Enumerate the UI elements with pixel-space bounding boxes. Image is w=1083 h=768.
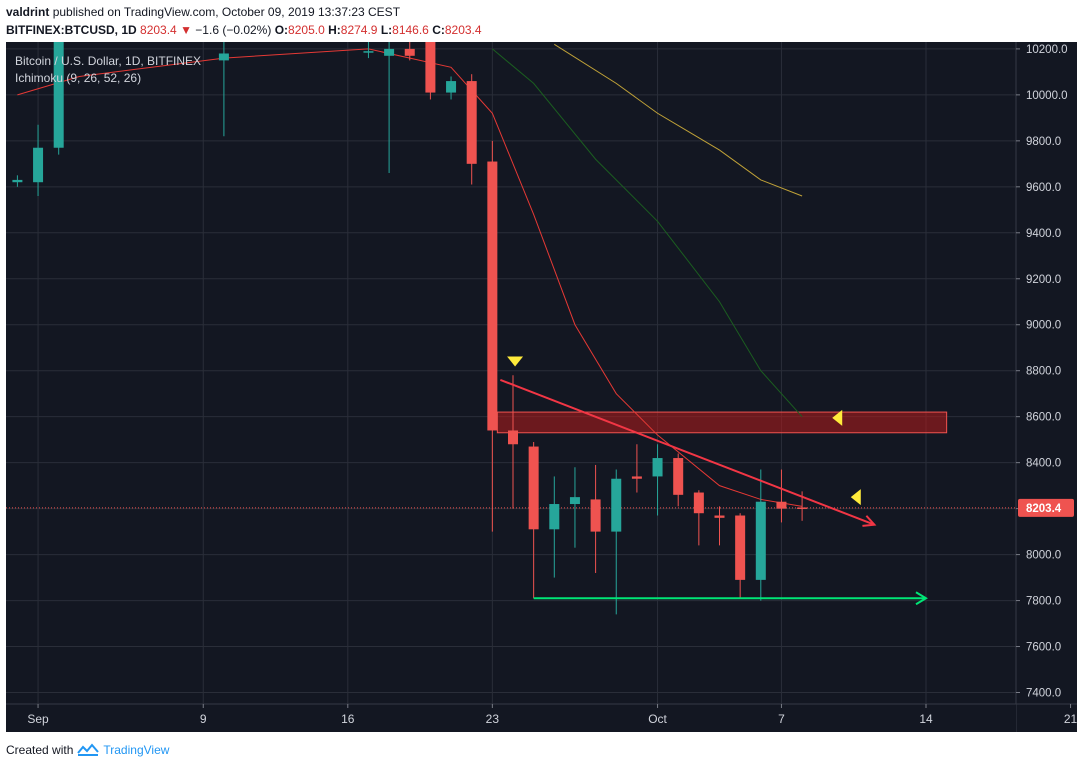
high-value: 8274.9 [340, 23, 378, 37]
high-label: H: [328, 23, 341, 37]
candle-up [611, 478, 622, 532]
descending-trendline [499, 378, 875, 526]
author-name[interactable]: valdrint [6, 5, 50, 19]
last-price-badge [1018, 498, 1074, 517]
chart-canvas[interactable]: 7400.07600.07800.08000.08200.08400.08600… [6, 42, 1077, 732]
price-tick-label: 10200.0 [1026, 44, 1068, 56]
candle-down [487, 161, 498, 431]
footer: Created with TradingView [6, 743, 169, 757]
candle-down [425, 42, 436, 93]
time-tick-label: 23 [486, 712, 500, 726]
open-label: O: [274, 23, 289, 37]
price-tick-label: 8000.0 [1026, 550, 1061, 562]
price-tick-label: 9600.0 [1026, 182, 1061, 194]
time-tick-label: 9 [200, 712, 207, 726]
candle-down [776, 501, 787, 509]
last-price-badge-label: 8203.4 [1026, 503, 1062, 515]
candle-down [528, 446, 539, 530]
price-chart[interactable]: 7400.07600.07800.08000.08200.08400.08600… [6, 42, 1077, 732]
published-text: published on TradingView.com, October 09… [52, 5, 401, 19]
symbol-info-bar: BITFINEX:BTCUSD, 1D 8203.4 ▼ −1.6 (−0.02… [6, 23, 482, 37]
candle-down [735, 515, 746, 580]
close-label: C: [432, 23, 445, 37]
price-tick-label: 7400.0 [1026, 688, 1061, 700]
legend-indicator[interactable]: Ichimoku (9, 26, 52, 26) [15, 71, 142, 85]
price-tick-label: 9400.0 [1026, 228, 1061, 240]
price-axis [1016, 42, 1077, 732]
candle-up [446, 81, 457, 93]
candle-down [714, 515, 725, 518]
change-value: −1.6 (−0.02%) [195, 23, 272, 37]
low-value: 8146.6 [392, 23, 429, 37]
time-tick-label: 14 [919, 712, 933, 726]
last-price-value: 8203.4 [140, 23, 177, 37]
candle-up [569, 497, 580, 505]
candle-down [797, 507, 808, 509]
candle-down [693, 492, 704, 514]
candle-up [12, 179, 23, 183]
candle-down [590, 499, 601, 532]
time-axis [6, 704, 1016, 732]
change-arrow-icon: ▼ [180, 23, 192, 37]
close-value: 8203.4 [444, 23, 482, 37]
candle-up [33, 147, 44, 183]
chart-legend: Bitcoin / U.S. Dollar, 1D, BITFINEX Ichi… [15, 53, 201, 87]
candle-down [466, 81, 477, 164]
support-arrowhead [915, 591, 928, 606]
ichimoku-base-line [492, 48, 803, 418]
price-tick-label: 9200.0 [1026, 274, 1061, 286]
candle-up [53, 42, 64, 148]
candle-up [218, 53, 229, 61]
resistance-zone [496, 411, 948, 434]
chart-background [6, 42, 1077, 732]
price-tick-label: 9000.0 [1026, 320, 1061, 332]
trendline-arrowhead [862, 515, 877, 527]
candle-up [363, 51, 374, 53]
time-tick-label: 16 [341, 712, 355, 726]
time-tick-label: 7 [778, 712, 785, 726]
candle-down [673, 458, 684, 495]
price-tick-label: 10000.0 [1026, 90, 1068, 102]
candle-up [549, 504, 560, 530]
time-tick-label: Sep [27, 712, 49, 726]
candle-up [384, 48, 395, 56]
ichimoku-lagging-span [554, 43, 803, 197]
price-tick-label: 7600.0 [1026, 642, 1061, 654]
marker-triangle-left [832, 409, 843, 426]
time-tick-label: 21 [1064, 712, 1077, 726]
legend-title: Bitcoin / U.S. Dollar, 1D, BITFINEX [15, 54, 202, 68]
marker-triangle-left [850, 489, 861, 506]
candle-up [755, 501, 766, 580]
marker-triangle-down [507, 356, 524, 367]
tradingview-brand-link[interactable]: TradingView [103, 743, 170, 757]
time-tick-label: Oct [648, 712, 667, 726]
candle-down [631, 476, 642, 479]
candle-down [404, 48, 415, 56]
price-tick-label: 7800.0 [1026, 596, 1061, 608]
open-value: 8205.0 [288, 23, 325, 37]
publish-info: valdrint published on TradingView.com, O… [6, 5, 400, 19]
price-tick-label: 8600.0 [1026, 412, 1061, 424]
price-tick-label: 8400.0 [1026, 458, 1061, 470]
low-label: L: [380, 23, 393, 37]
price-tick-label: 9800.0 [1026, 136, 1061, 148]
symbol-label: BITFINEX:BTCUSD, 1D [6, 23, 137, 37]
created-with-label: Created with [6, 743, 74, 757]
candle-down [508, 430, 518, 445]
price-tick-label: 8800.0 [1026, 366, 1061, 378]
candle-up [652, 458, 663, 477]
tradingview-logo-icon [77, 743, 100, 756]
